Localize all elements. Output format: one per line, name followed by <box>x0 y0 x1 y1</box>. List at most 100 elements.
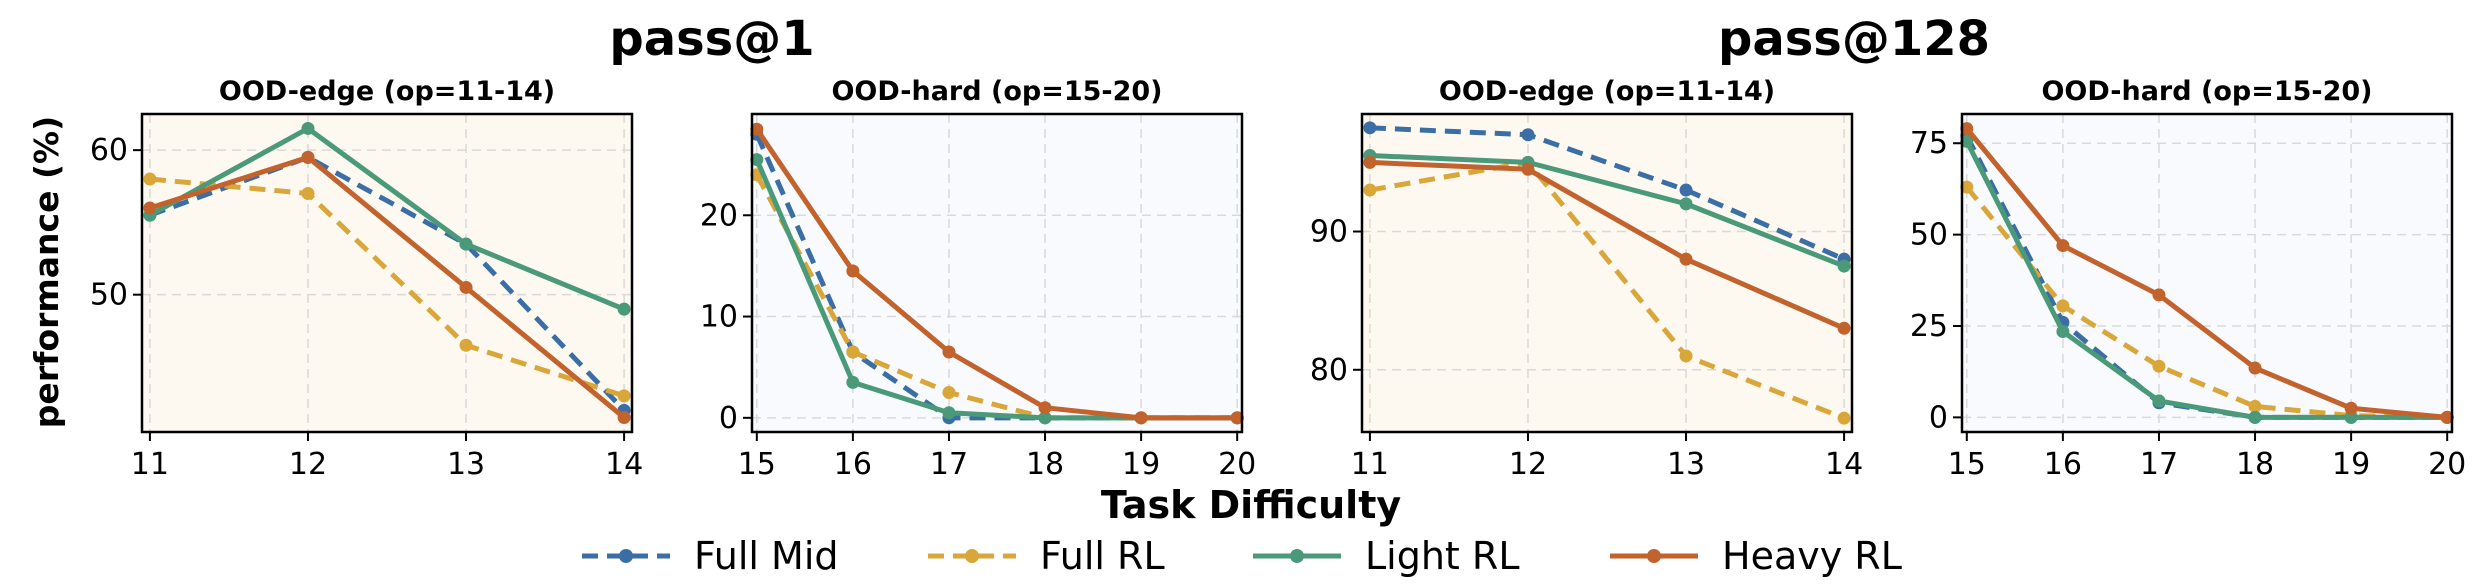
plot-background <box>1362 114 1852 432</box>
data-point-light-rl <box>2056 324 2070 338</box>
group-title-pass1: pass@1 <box>609 11 814 67</box>
data-point-full-rl <box>301 187 315 200</box>
x-tick-label: 19 <box>2332 447 2370 482</box>
series-line-full-rl <box>149 176 625 399</box>
y-tick-label: 60 <box>90 133 128 168</box>
legend-label: Light RL <box>1365 534 1520 578</box>
data-point-heavy-rl <box>2440 410 2454 424</box>
data-point-heavy-rl <box>143 201 157 215</box>
y-tick-label: 20 <box>700 198 738 233</box>
x-tick-label: 15 <box>1948 447 1986 482</box>
data-point-full-rl <box>1679 349 1693 363</box>
y-tick-label: 75 <box>1910 126 1948 161</box>
data-point-light-rl <box>1837 259 1851 273</box>
legend-marker <box>1290 549 1304 563</box>
plot-background <box>142 114 632 432</box>
data-point-full-rl <box>2056 299 2070 313</box>
data-point-full-rl <box>846 345 860 359</box>
data-point-full-mid <box>1521 128 1535 142</box>
data-point-heavy-rl <box>301 150 315 164</box>
plot-frame <box>1960 112 2454 434</box>
series-line-full-rl <box>1369 159 1846 421</box>
data-point-full-rl <box>1363 183 1377 197</box>
y-tick-label: 80 <box>1310 353 1348 388</box>
data-point-light-rl <box>1679 197 1693 211</box>
data-point-light-rl <box>1038 411 1052 425</box>
chart-panels: 11 12 13 14 50 60 OOD-edge (op=11-14) 15 16 17 18 1… <box>90 76 2466 482</box>
series-line-full-rl <box>754 173 1238 421</box>
data-point-light-rl <box>2248 410 2262 424</box>
plot-frame <box>1360 112 1854 434</box>
legend-item-light-rl: Light RL <box>1253 534 1520 578</box>
panel-title: OOD-hard (op=15-20) <box>2041 76 2372 107</box>
y-tick-label: 0 <box>1929 400 1948 435</box>
y-tick-label: 10 <box>700 300 738 335</box>
legend-label: Full RL <box>1040 534 1165 578</box>
data-point-heavy-rl <box>2248 361 2262 375</box>
chart-panel-2: 15 16 17 18 19 20 0 10 20 OOD-hard (op=15-20) <box>700 76 1256 482</box>
group-title-pass128: pass@128 <box>1718 11 1990 67</box>
y-tick-label: 25 <box>1910 309 1948 344</box>
x-tick-label: 17 <box>2140 447 2178 482</box>
data-point-light-rl <box>1960 134 1974 148</box>
series-line-heavy-rl <box>1369 159 1846 331</box>
legend-item-full-rl: Full RL <box>928 534 1165 578</box>
x-axis-label: Task Difficulty <box>1101 483 1402 527</box>
x-tick-label: 11 <box>131 447 169 482</box>
x-tick-label: 16 <box>2044 447 2082 482</box>
data-point-light-rl <box>301 121 315 135</box>
y-tick-label: 50 <box>90 278 128 313</box>
legend-marker <box>965 549 979 563</box>
series-line-light-rl <box>1369 152 1846 269</box>
plot-background <box>1962 114 2452 432</box>
data-point-full-rl <box>2152 359 2166 373</box>
data-point-heavy-rl <box>942 345 956 359</box>
y-tick-label: 0 <box>719 401 738 436</box>
data-point-heavy-rl <box>1521 162 1535 176</box>
data-point-light-rl <box>617 302 631 316</box>
data-point-full-rl <box>459 338 473 352</box>
chart-panel-1: 11 12 13 14 50 60 OOD-edge (op=11-14) <box>90 76 643 482</box>
x-tick-label: 20 <box>2428 447 2466 482</box>
panel-title: OOD-edge (op=11-14) <box>1439 76 1775 107</box>
data-point-full-mid <box>1679 183 1693 197</box>
plot-frame <box>750 112 1244 434</box>
y-tick-label: 90 <box>1310 215 1348 250</box>
x-tick-label: 12 <box>289 447 327 482</box>
x-tick-label: 15 <box>738 447 776 482</box>
data-point-light-rl <box>846 375 860 389</box>
data-point-heavy-rl <box>1960 122 1974 136</box>
panel-title: OOD-edge (op=11-14) <box>219 76 555 107</box>
data-point-full-rl <box>617 389 631 403</box>
series-line-heavy-rl <box>149 154 626 420</box>
y-tick-label: 50 <box>1910 218 1948 253</box>
series-line-heavy-rl <box>754 127 1238 421</box>
data-point-light-rl <box>750 153 764 167</box>
plot-background <box>752 114 1242 432</box>
x-tick-label: 20 <box>1218 447 1256 482</box>
data-point-full-rl <box>2248 399 2262 413</box>
data-point-heavy-rl <box>1837 321 1851 335</box>
x-tick-label: 19 <box>1122 447 1160 482</box>
y-axis-label: performance (%) <box>27 116 66 428</box>
x-tick-label: 13 <box>1667 447 1705 482</box>
data-point-full-mid <box>1363 121 1377 135</box>
data-point-heavy-rl <box>2344 401 2358 415</box>
data-point-heavy-rl <box>1230 411 1244 425</box>
panel-title: OOD-hard (op=15-20) <box>831 76 1162 107</box>
legend-marker <box>1647 549 1661 563</box>
x-tick-label: 18 <box>1026 447 1064 482</box>
data-point-full-rl <box>942 386 956 400</box>
data-point-full-rl <box>1837 411 1851 425</box>
data-point-heavy-rl <box>2152 288 2166 302</box>
x-tick-label: 12 <box>1509 447 1547 482</box>
series-line-light-rl <box>148 125 626 312</box>
legend-item-full-mid: Full Mid <box>582 534 839 578</box>
x-tick-label: 14 <box>1825 447 1863 482</box>
chart-panel-3: 11 12 13 14 80 90 OOD-edge (op=11-14) <box>1310 76 1863 482</box>
data-point-light-rl <box>942 406 956 420</box>
x-tick-label: 14 <box>605 447 643 482</box>
series-line-heavy-rl <box>1964 127 2448 420</box>
legend: Full Mid Full RL Light RL Heavy RL <box>582 534 1902 578</box>
